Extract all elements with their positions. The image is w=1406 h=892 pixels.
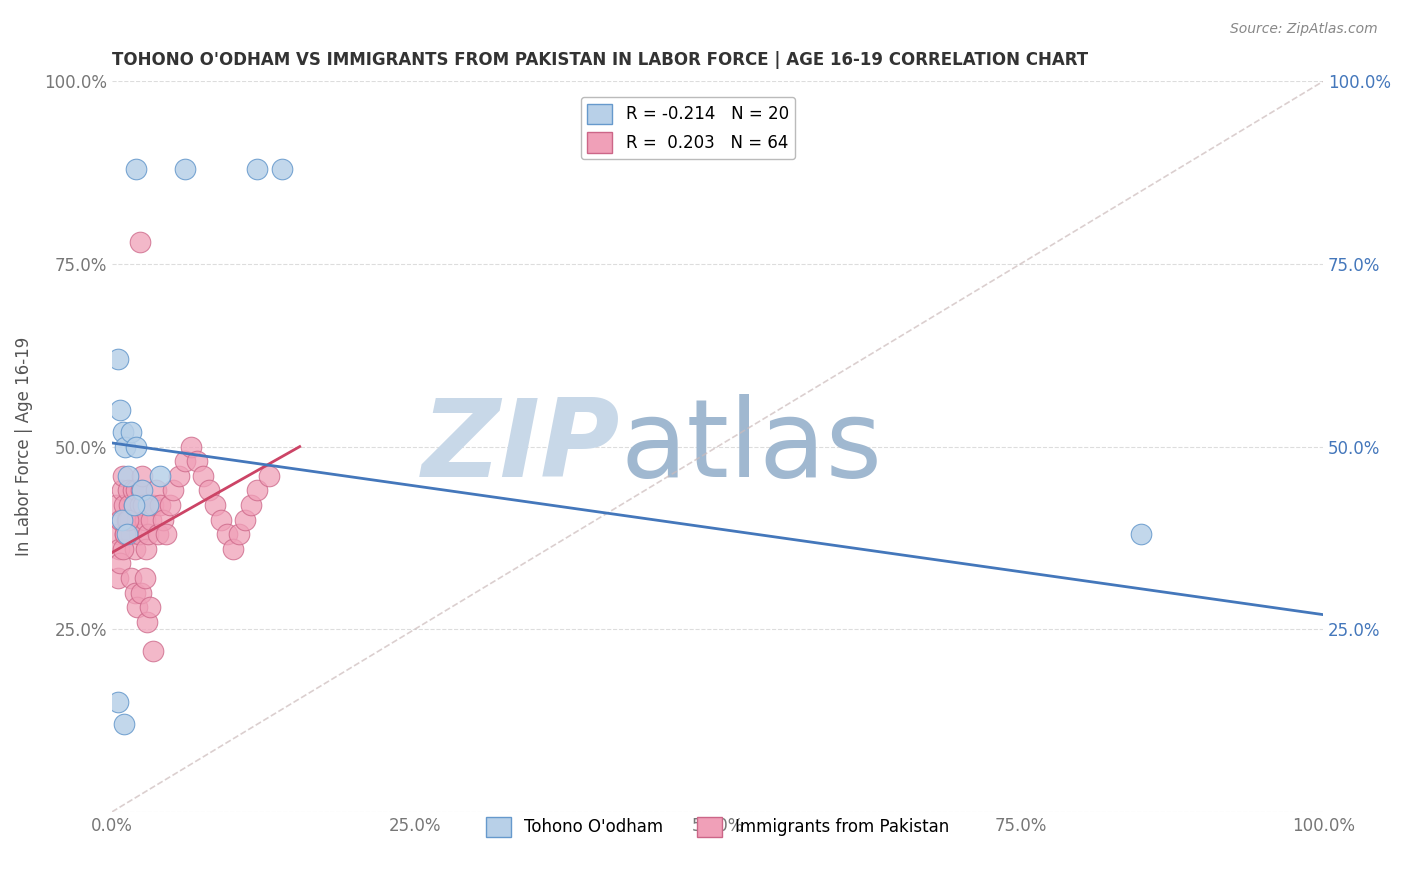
Y-axis label: In Labor Force | Age 16-19: In Labor Force | Age 16-19	[15, 337, 32, 557]
Point	[270, 161, 292, 176]
Point	[111, 483, 134, 498]
Point	[191, 468, 214, 483]
Point	[131, 483, 153, 498]
Point	[111, 513, 134, 527]
Point	[240, 498, 263, 512]
Point	[114, 527, 136, 541]
Point	[122, 498, 145, 512]
Point	[110, 557, 132, 571]
Point	[118, 498, 141, 512]
Point	[246, 483, 269, 498]
Point	[121, 483, 143, 498]
Point	[173, 161, 195, 176]
Point	[246, 161, 269, 176]
Point	[110, 513, 132, 527]
Point	[107, 527, 129, 541]
Point	[135, 541, 157, 556]
Point	[132, 498, 155, 512]
Point	[180, 440, 202, 454]
Point	[124, 541, 146, 556]
Point	[149, 498, 172, 512]
Point	[125, 161, 148, 176]
Point	[155, 527, 177, 541]
Point	[138, 600, 160, 615]
Point	[142, 498, 165, 512]
Point	[173, 454, 195, 468]
Point	[228, 527, 250, 541]
Point	[209, 513, 232, 527]
Point	[162, 483, 184, 498]
Point	[145, 483, 167, 498]
Point	[115, 527, 138, 541]
Point	[112, 498, 135, 512]
Text: TOHONO O'ODHAM VS IMMIGRANTS FROM PAKISTAN IN LABOR FORCE | AGE 16-19 CORRELATIO: TOHONO O'ODHAM VS IMMIGRANTS FROM PAKIST…	[112, 51, 1088, 69]
Point	[117, 513, 139, 527]
Point	[125, 483, 148, 498]
Point	[111, 468, 134, 483]
Point	[149, 468, 172, 483]
Point	[127, 600, 149, 615]
Point	[114, 440, 136, 454]
Point	[120, 425, 142, 439]
Text: ZIP: ZIP	[422, 393, 620, 500]
Point	[112, 717, 135, 731]
Point	[134, 571, 156, 585]
Point	[139, 513, 162, 527]
Point	[136, 498, 159, 512]
Point	[125, 440, 148, 454]
Point	[186, 454, 208, 468]
Point	[159, 498, 181, 512]
Point	[117, 468, 139, 483]
Point	[136, 527, 159, 541]
Point	[120, 571, 142, 585]
Point	[142, 644, 165, 658]
Point	[222, 541, 245, 556]
Point	[124, 585, 146, 599]
Point	[1130, 527, 1153, 541]
Point	[134, 513, 156, 527]
Text: atlas: atlas	[620, 393, 883, 500]
Point	[146, 527, 169, 541]
Point	[215, 527, 238, 541]
Point	[233, 513, 256, 527]
Point	[120, 527, 142, 541]
Point	[128, 498, 150, 512]
Point	[259, 468, 281, 483]
Point	[122, 498, 145, 512]
Point	[111, 425, 134, 439]
Point	[136, 615, 159, 629]
Point	[107, 571, 129, 585]
Point	[198, 483, 221, 498]
Point	[127, 513, 149, 527]
Point	[129, 483, 152, 498]
Point	[104, 498, 127, 512]
Text: Source: ZipAtlas.com: Source: ZipAtlas.com	[1230, 22, 1378, 37]
Point	[131, 468, 153, 483]
Point	[114, 527, 136, 541]
Point	[110, 403, 132, 417]
Point	[204, 498, 226, 512]
Point	[108, 541, 131, 556]
Point	[115, 513, 138, 527]
Point	[111, 541, 134, 556]
Point	[152, 513, 174, 527]
Point	[128, 235, 150, 249]
Point	[117, 483, 139, 498]
Point	[128, 527, 150, 541]
Point	[129, 585, 152, 599]
Legend: Tohono O'odham, Immigrants from Pakistan: Tohono O'odham, Immigrants from Pakistan	[479, 810, 956, 844]
Point	[107, 351, 129, 366]
Point	[120, 513, 142, 527]
Point	[167, 468, 190, 483]
Point	[107, 695, 129, 709]
